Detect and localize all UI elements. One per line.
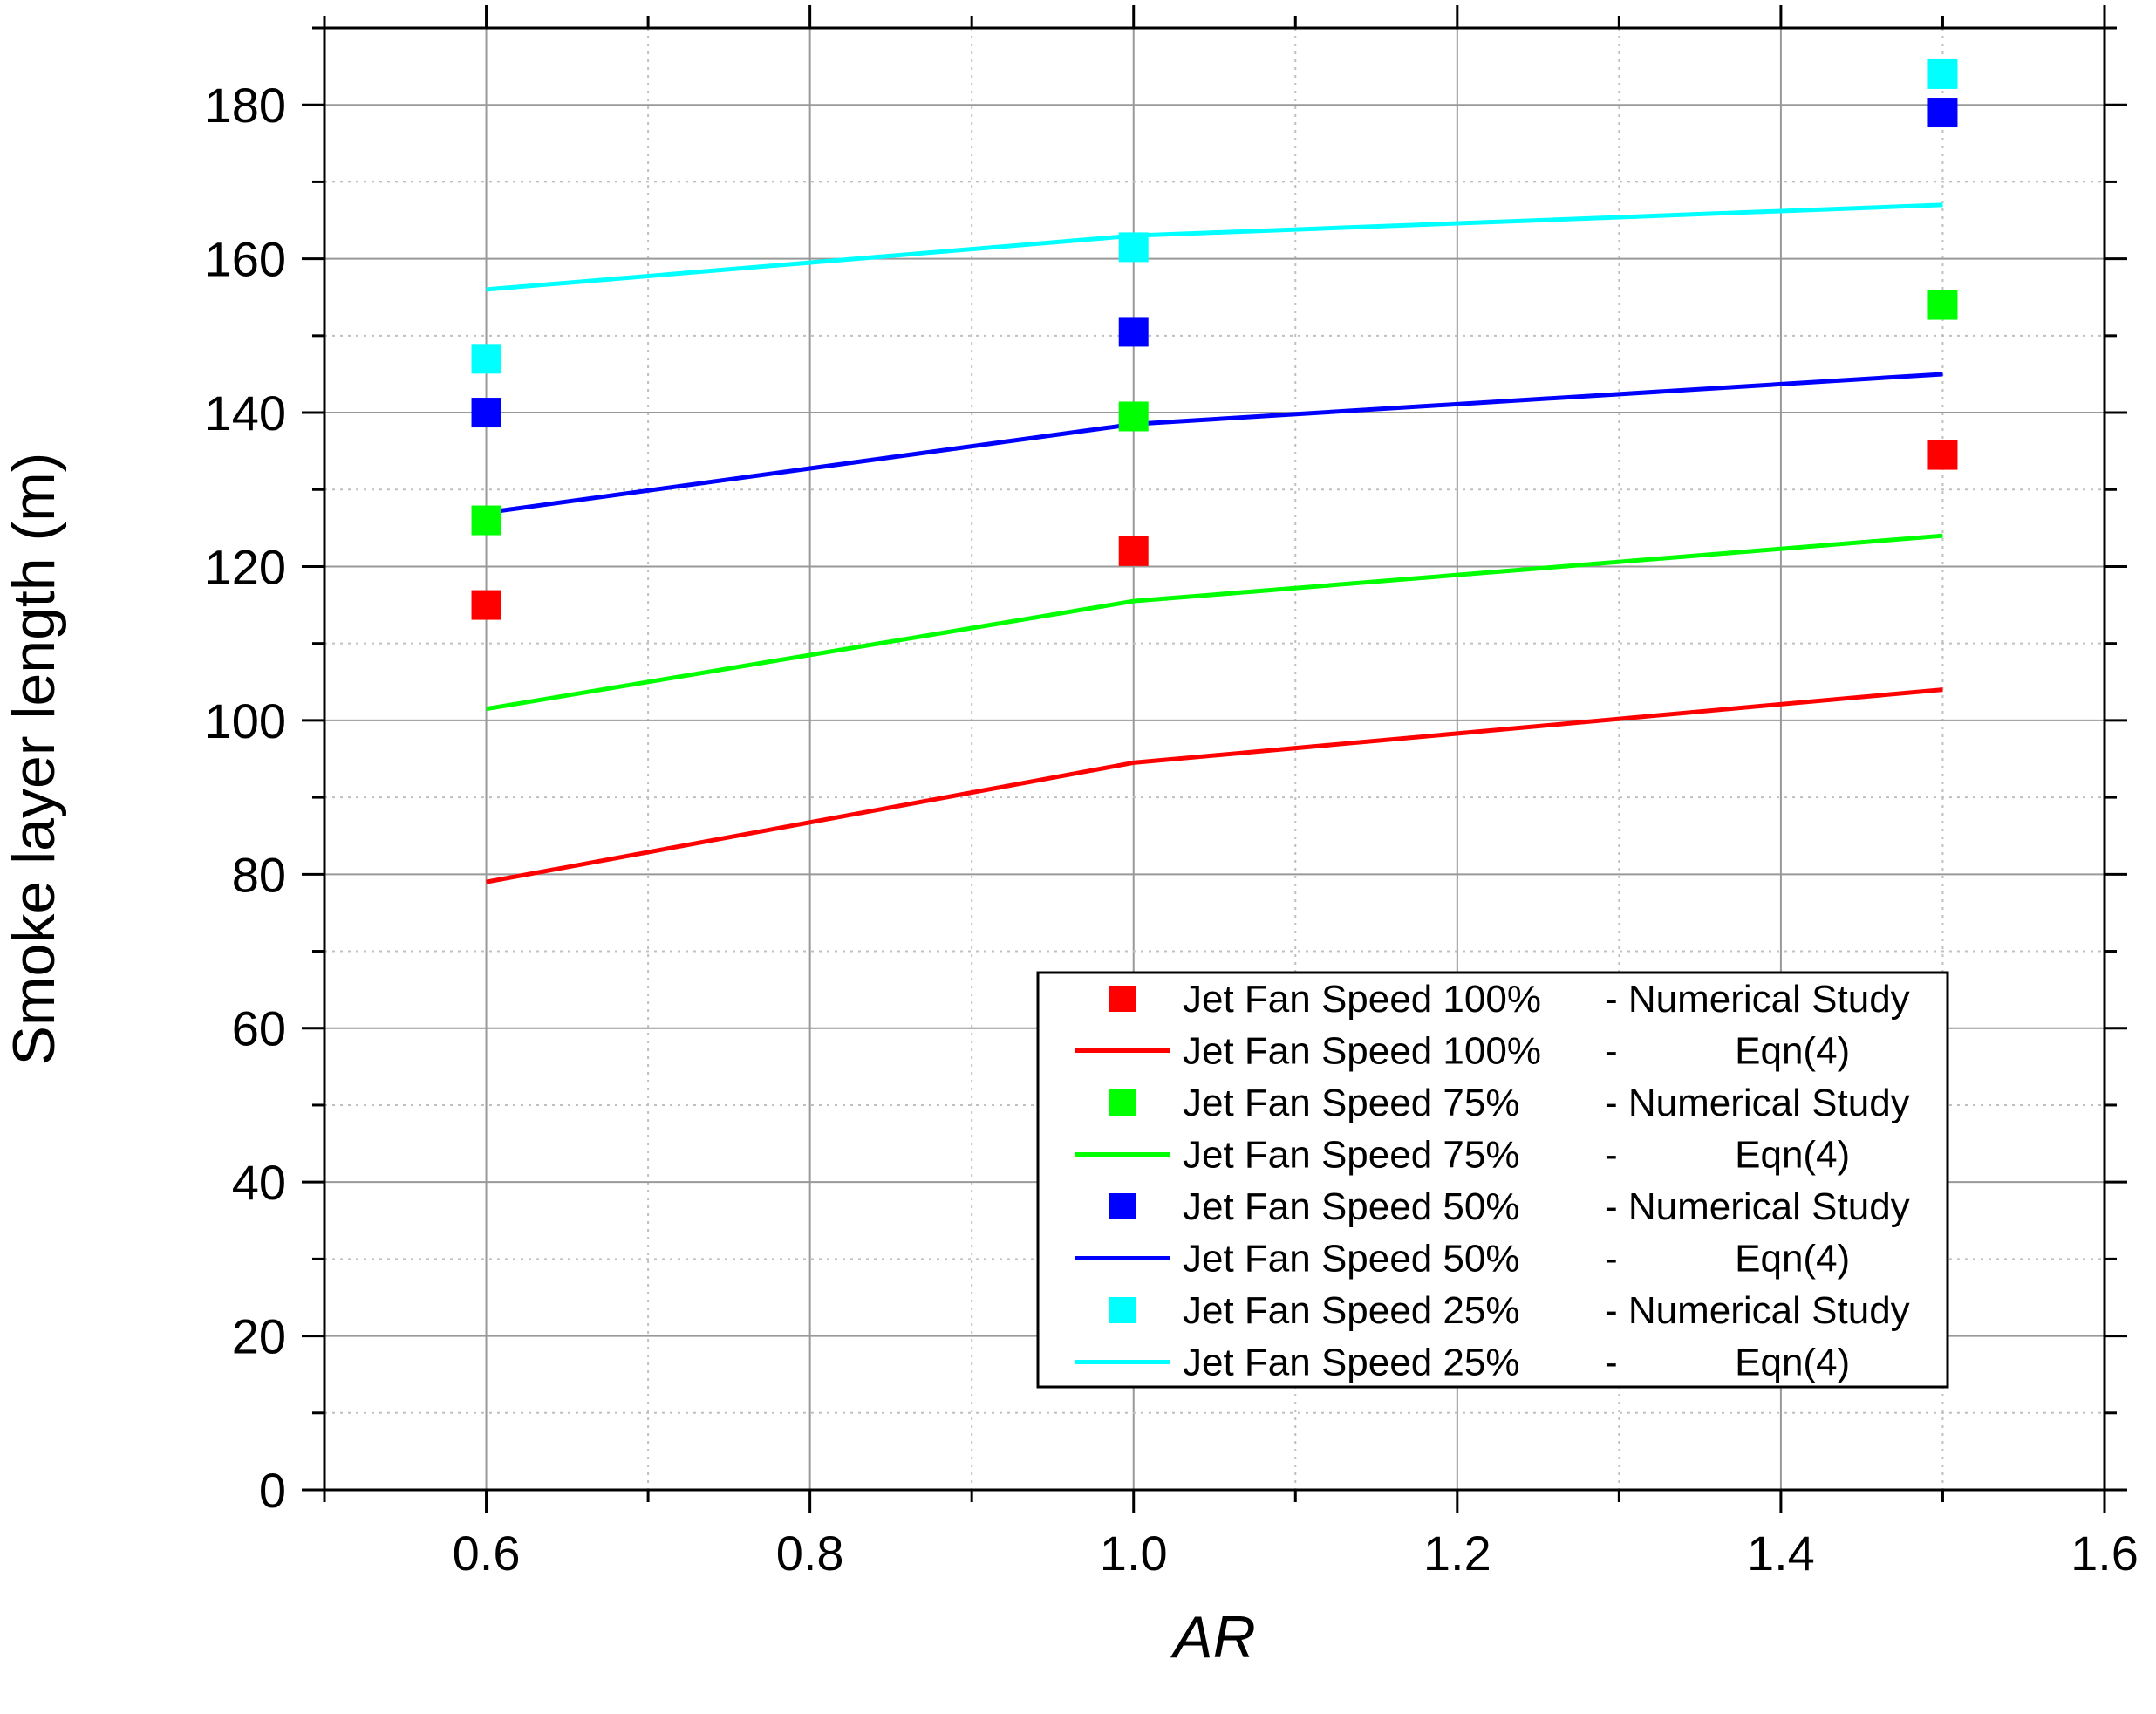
- legend-series-name: Jet Fan Speed 75%: [1183, 1134, 1519, 1177]
- data-point-square: [1118, 317, 1149, 347]
- legend-marker-square: [1109, 1297, 1136, 1323]
- legend-series-source: - Eqn(4): [1605, 1238, 1850, 1280]
- legend-marker-square: [1109, 986, 1136, 1012]
- legend-series-source: - Eqn(4): [1605, 1030, 1850, 1073]
- series-line: [486, 687, 1943, 884]
- y-tick-label: 80: [232, 847, 286, 902]
- legend-series-source: - Eqn(4): [1605, 1342, 1850, 1384]
- data-point-square: [1927, 440, 1958, 470]
- series-line: [486, 372, 1943, 516]
- legend-series-name: Jet Fan Speed 25%: [1183, 1289, 1519, 1332]
- legend-series-source: - Numerical Study: [1605, 1185, 1910, 1228]
- legend-series-source: - Numerical Study: [1605, 1289, 1910, 1332]
- series-line: [486, 533, 1943, 712]
- axes: 0.6 0.8 1.0 1.2 1.4 1.6 0 20 40 60 80 100 120 140 160 1…: [205, 5, 2139, 1581]
- y-tick-label: 140: [205, 386, 286, 440]
- data-point-square: [1927, 98, 1958, 128]
- x-tick-label: 0.8: [776, 1526, 844, 1581]
- data-point-square: [1927, 58, 1958, 89]
- legend-series-source: - Numerical Study: [1605, 1082, 1910, 1124]
- data-point-square: [1927, 290, 1958, 320]
- data-point-square: [1118, 536, 1149, 566]
- x-tick-label: 1.0: [1100, 1526, 1168, 1581]
- plot-series: [471, 58, 1958, 884]
- legend-series-source: - Eqn(4): [1605, 1134, 1850, 1177]
- x-tick-label: 1.2: [1423, 1526, 1491, 1581]
- legend-series-name: Jet Fan Speed 100%: [1183, 1030, 1541, 1073]
- data-point-square: [471, 505, 501, 536]
- legend-series-source: - Numerical Study: [1605, 978, 1910, 1021]
- y-tick-label: 20: [232, 1309, 286, 1364]
- legend-series-name: Jet Fan Speed 50%: [1183, 1238, 1519, 1280]
- legend-box: [1036, 971, 1949, 1389]
- data-point-square: [1118, 232, 1149, 263]
- x-axis-title: AR: [1170, 1604, 1255, 1670]
- y-tick-label: 120: [205, 539, 286, 594]
- legend-series-name: Jet Fan Speed 100%: [1183, 978, 1541, 1021]
- legend-series-name: Jet Fan Speed 50%: [1183, 1185, 1519, 1228]
- y-tick-label: 40: [232, 1155, 286, 1210]
- legend-marker-square: [1109, 1193, 1136, 1219]
- x-tick-label: 0.6: [453, 1526, 521, 1581]
- y-tick-label: 0: [259, 1463, 286, 1518]
- plot-area-frame: [323, 26, 2106, 1492]
- legend-series-name: Jet Fan Speed 25%: [1183, 1342, 1519, 1384]
- series-line: [486, 202, 1943, 292]
- y-tick-label: 60: [232, 1001, 286, 1056]
- data-point-square: [1118, 401, 1149, 432]
- legend-marker-square: [1109, 1089, 1136, 1116]
- data-point-square: [471, 590, 501, 620]
- y-axis-title: Smoke layer length (m): [1, 453, 67, 1066]
- y-tick-label: 100: [205, 693, 286, 748]
- y-tick-label: 160: [205, 232, 286, 287]
- x-tick-label: 1.4: [1747, 1526, 1815, 1581]
- x-tick-label: 1.6: [2071, 1526, 2139, 1581]
- legend-series-name: Jet Fan Speed 75%: [1183, 1082, 1519, 1124]
- data-point-square: [471, 398, 501, 428]
- legend: Jet Fan Speed 100% - Numerical Study Jet F…: [1036, 971, 1949, 1389]
- y-tick-label: 180: [205, 78, 286, 133]
- data-point-square: [471, 344, 501, 374]
